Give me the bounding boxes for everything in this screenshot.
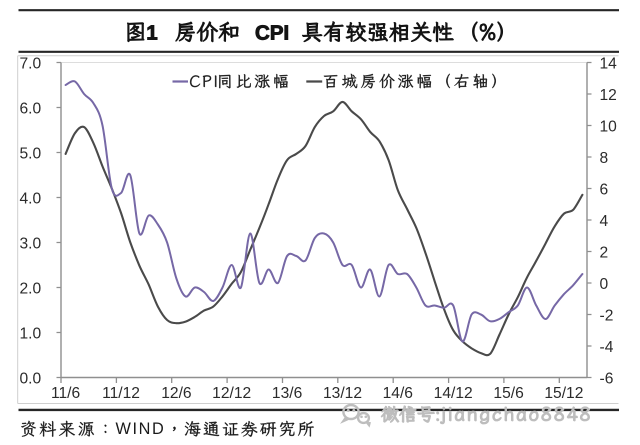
svg-text:13/12: 13/12 (323, 385, 362, 402)
svg-text:10: 10 (600, 119, 618, 136)
svg-text:14/12: 14/12 (434, 385, 473, 402)
svg-text:2: 2 (600, 245, 609, 262)
svg-text:12/12: 12/12 (212, 385, 251, 402)
svg-text:6: 6 (600, 182, 609, 199)
svg-text:2.0: 2.0 (20, 281, 42, 298)
svg-text:0: 0 (600, 276, 609, 293)
svg-text:13/6: 13/6 (272, 385, 302, 402)
svg-text:WIND: WIND (116, 420, 166, 438)
svg-text:7.0: 7.0 (20, 56, 42, 73)
svg-text:14/6: 14/6 (383, 385, 413, 402)
svg-text:-2: -2 (600, 308, 614, 325)
svg-text:4: 4 (600, 213, 609, 230)
svg-text:11/12: 11/12 (102, 385, 140, 402)
svg-text:-6: -6 (600, 371, 614, 388)
svg-text:8: 8 (600, 150, 609, 167)
svg-text:1.0: 1.0 (20, 326, 42, 343)
svg-text:3.0: 3.0 (20, 236, 42, 253)
svg-text:15/6: 15/6 (493, 385, 523, 402)
svg-text:0.0: 0.0 (20, 371, 42, 388)
svg-text:14: 14 (600, 56, 618, 73)
svg-text:15/12: 15/12 (544, 385, 583, 402)
svg-text:12: 12 (600, 87, 617, 104)
svg-text:4.0: 4.0 (20, 191, 42, 208)
svg-text:5.0: 5.0 (20, 146, 42, 163)
svg-text:12/6: 12/6 (161, 385, 191, 402)
svg-text:6.0: 6.0 (20, 101, 42, 118)
svg-text:-4: -4 (600, 339, 614, 356)
svg-text:11/6: 11/6 (51, 385, 80, 402)
